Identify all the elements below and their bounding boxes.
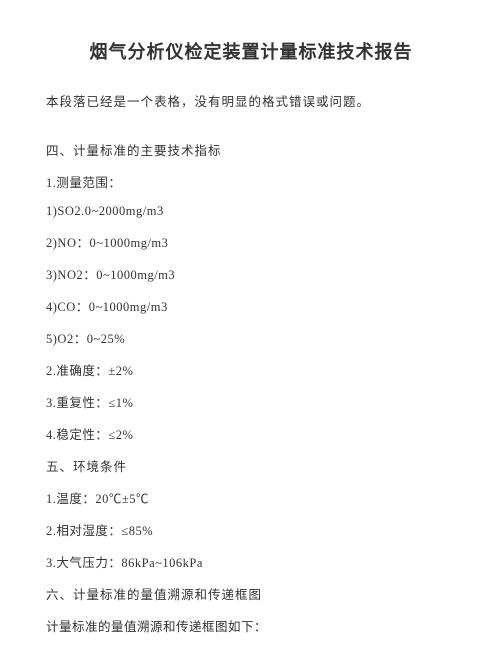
note-paragraph: 本段落已经是一个表格，没有明显的格式错误或问题。 bbox=[46, 92, 456, 112]
range-co: 4)CO：0~1000mg/m3 bbox=[46, 296, 456, 315]
humidity: 2.相对湿度：≤85% bbox=[46, 520, 456, 539]
temperature: 1.温度：20℃±5℃ bbox=[46, 488, 456, 507]
section-6-heading: 六、计量标准的量值溯源和传递框图 bbox=[46, 584, 456, 603]
range-so2: 1)SO2.0~2000mg/m3 bbox=[46, 204, 456, 219]
stability: 4.稳定性：≤2% bbox=[46, 424, 456, 443]
range-no: 2)NO：0~1000mg/m3 bbox=[46, 232, 456, 251]
traceability-intro: 计量标准的量值溯源和传递框图如下： bbox=[46, 616, 456, 635]
measurement-range-label: 1.测量范围： bbox=[46, 172, 456, 191]
accuracy: 2.准确度：±2% bbox=[46, 360, 456, 379]
section-4-heading: 四、计量标准的主要技术指标 bbox=[46, 140, 456, 159]
section-5-heading: 五、环境条件 bbox=[46, 456, 456, 475]
range-o2: 5)O2：0~25% bbox=[46, 328, 456, 347]
pressure: 3.大气压力：86kPa~106kPa bbox=[46, 552, 456, 571]
document-title: 烟气分析仪检定装置计量标准技术报告 bbox=[46, 38, 456, 64]
repeatability: 3.重复性：≤1% bbox=[46, 392, 456, 411]
range-no2: 3)NO2：0~1000mg/m3 bbox=[46, 264, 456, 283]
